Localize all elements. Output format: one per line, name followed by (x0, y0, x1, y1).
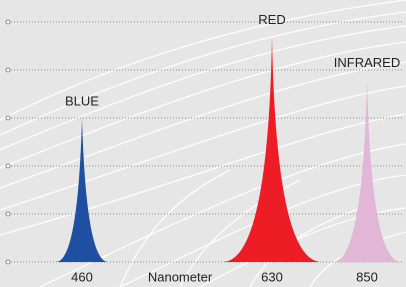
grid-dot (6, 212, 10, 216)
grid-dot (6, 116, 10, 120)
x-axis-label: Nanometer (148, 269, 213, 284)
peak-label: BLUE (65, 93, 99, 108)
chart: Nanometer BLUE 460 RED 630 INFRARED 850 (0, 0, 406, 287)
x-tick-label: 460 (71, 269, 93, 284)
x-tick-label: 850 (356, 269, 378, 284)
x-tick-label: 630 (261, 269, 283, 284)
peak-label: RED (258, 12, 285, 27)
peak-label: INFRARED (334, 55, 400, 70)
grid-dot (6, 260, 10, 264)
grid-dot (6, 68, 10, 72)
grid-dot (6, 164, 10, 168)
grid-dot (6, 20, 10, 24)
